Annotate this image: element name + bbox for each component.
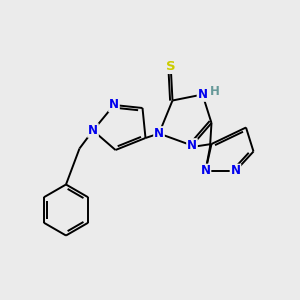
Text: N: N [88,124,98,137]
Text: N: N [200,164,211,178]
Text: N: N [230,164,241,178]
Text: N: N [197,88,208,101]
Text: S: S [166,60,176,73]
Text: H: H [210,85,220,98]
Text: N: N [154,127,164,140]
Text: N: N [187,139,197,152]
Text: N: N [109,98,119,112]
